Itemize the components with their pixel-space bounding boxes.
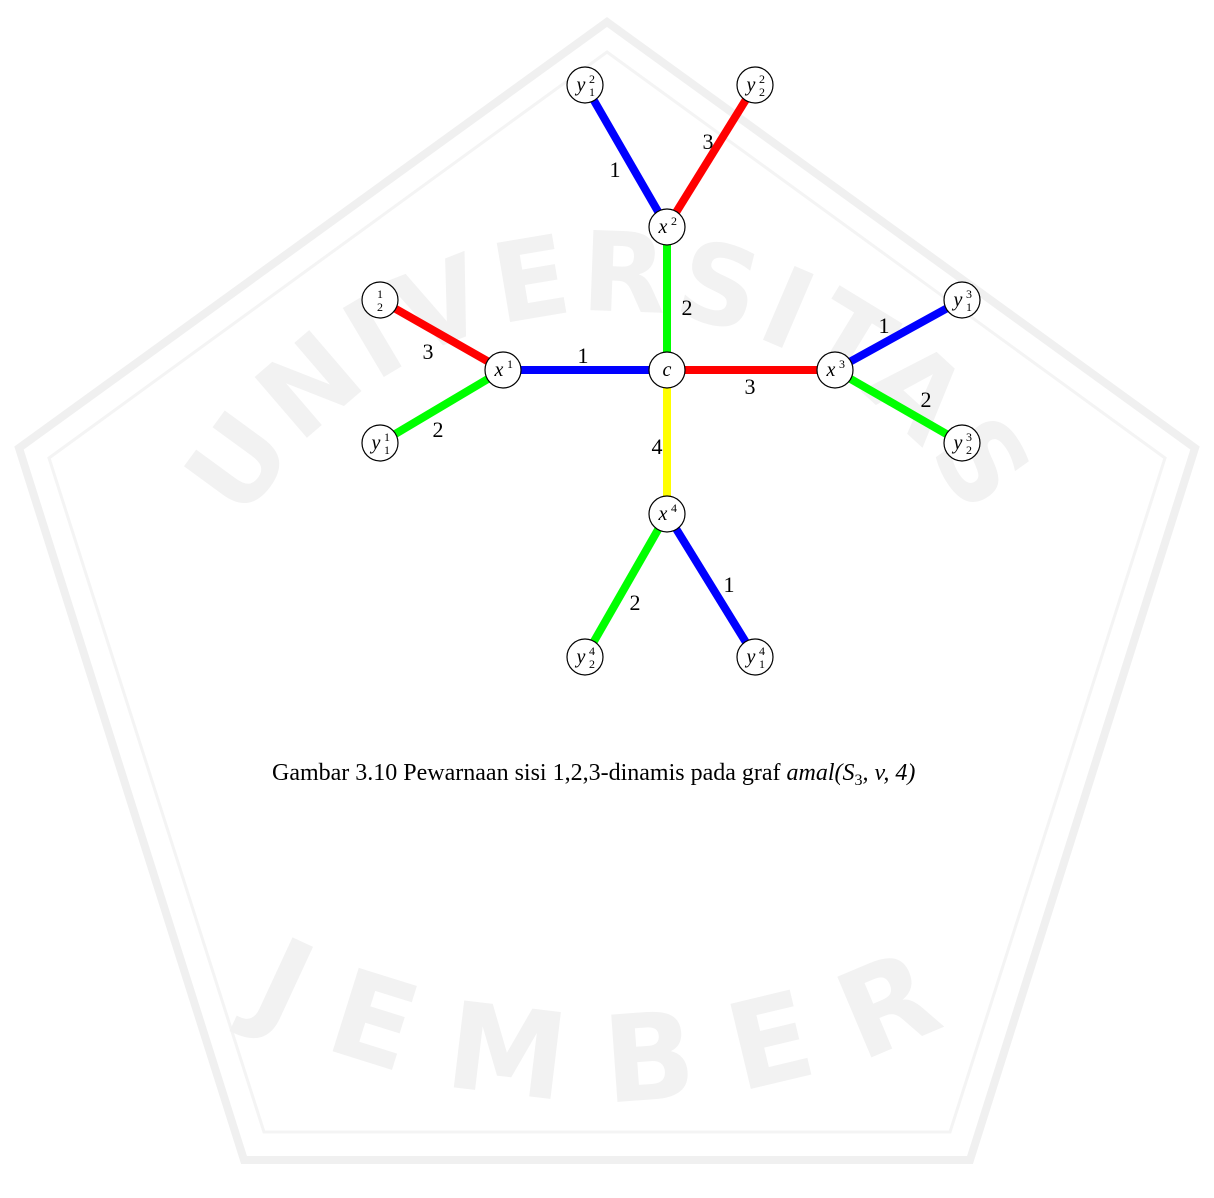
caption-math-end: , v, 4) xyxy=(863,760,916,786)
edge xyxy=(663,82,759,230)
edge-label: 2 xyxy=(630,590,641,615)
node-sub: 2 xyxy=(377,300,383,314)
node-sub: 1 xyxy=(589,85,595,99)
node-sub: 1 xyxy=(966,300,972,314)
node-sup: 1 xyxy=(377,287,383,301)
node-sup: 2 xyxy=(759,72,765,86)
watermark-bottom: JEMBER xyxy=(227,909,983,1132)
node-label: y xyxy=(370,432,381,454)
node-sup: 4 xyxy=(589,644,595,658)
edge-label: 1 xyxy=(578,343,589,368)
edge-label: 4 xyxy=(652,434,663,459)
node xyxy=(736,638,774,676)
node-sup: 4 xyxy=(671,501,677,515)
node-label: x xyxy=(658,503,668,525)
node xyxy=(943,424,981,462)
caption-math-sub: 3 xyxy=(855,772,863,789)
edge xyxy=(833,366,964,447)
node xyxy=(484,351,522,389)
node xyxy=(648,495,686,533)
watermark-frame xyxy=(14,17,1200,1164)
node xyxy=(648,351,686,389)
edge-label: 2 xyxy=(433,417,444,442)
edge-label: 1 xyxy=(724,572,735,597)
caption: Gambar 3.10 Pewarnaan sisi 1,2,3-dinamis… xyxy=(272,760,915,789)
edge-label: 1 xyxy=(610,157,621,182)
node xyxy=(816,351,854,389)
node-sub: 2 xyxy=(759,85,765,99)
edge-label: 3 xyxy=(745,374,756,399)
edge-label: 3 xyxy=(703,129,714,154)
caption-math: amal(S xyxy=(787,760,855,786)
node xyxy=(361,281,399,319)
node-sup: 3 xyxy=(839,357,845,371)
node xyxy=(736,66,774,104)
node-label: x xyxy=(826,359,836,381)
edge xyxy=(581,82,671,230)
node-sup: 4 xyxy=(759,644,765,658)
node xyxy=(648,208,686,246)
node-label: c xyxy=(663,359,672,381)
edge-label: 2 xyxy=(921,387,932,412)
node xyxy=(566,638,604,676)
node-label: y xyxy=(952,432,963,454)
node-label: x xyxy=(494,359,504,381)
edge xyxy=(581,512,671,659)
edge-label: 1 xyxy=(879,313,890,338)
node-sup: 3 xyxy=(966,287,972,301)
node-label: y xyxy=(745,74,756,96)
node-sup: 1 xyxy=(384,430,390,444)
edge-label: 3 xyxy=(423,339,434,364)
node-label: x xyxy=(658,216,668,238)
node-sub: 1 xyxy=(759,657,765,671)
node-sub: 1 xyxy=(384,443,390,457)
edge xyxy=(378,296,505,374)
watermark-bottom-path: JEMBER xyxy=(227,909,955,1132)
node-label: y xyxy=(745,646,756,668)
node-label: y xyxy=(575,646,586,668)
node-sup: 2 xyxy=(589,72,595,86)
caption-text: Gambar 3.10 Pewarnaan sisi 1,2,3-dinamis… xyxy=(272,760,781,786)
node xyxy=(943,281,981,319)
node-sub: 2 xyxy=(589,657,595,671)
node xyxy=(361,424,399,462)
node-label: y xyxy=(952,289,963,311)
node-label: y xyxy=(575,74,586,96)
watermark-frame xyxy=(47,50,1167,1134)
edge xyxy=(377,366,506,447)
edge xyxy=(833,296,964,374)
edge xyxy=(663,511,759,660)
node-sup: 2 xyxy=(671,214,677,228)
node xyxy=(566,66,604,104)
node-sub: 2 xyxy=(966,443,972,457)
edge-label: 2 xyxy=(682,295,693,320)
node-sup: 3 xyxy=(966,430,972,444)
node-sup: 1 xyxy=(507,357,513,371)
